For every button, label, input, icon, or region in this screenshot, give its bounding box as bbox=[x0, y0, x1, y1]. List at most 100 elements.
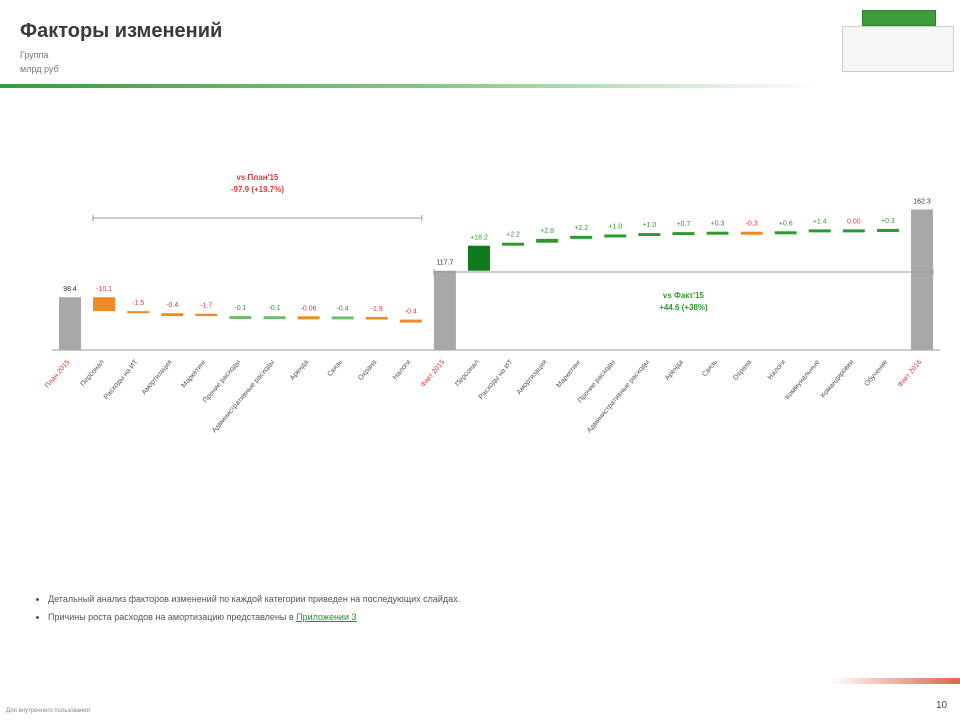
delta-bar bbox=[604, 234, 627, 238]
category-label: Связь bbox=[701, 359, 719, 379]
category-label: Маркетинг bbox=[555, 358, 583, 389]
delta-bar bbox=[161, 313, 184, 317]
bar-group: +1.0 Прочие расходы bbox=[577, 223, 627, 404]
category-label: Расходы на ИТ bbox=[103, 358, 140, 401]
data-label: 0.00 bbox=[847, 218, 861, 225]
bar-group: +0.3 Обучение bbox=[863, 218, 899, 388]
category-label: Коммунальные bbox=[784, 359, 821, 401]
total-bar bbox=[433, 270, 456, 350]
category-label: Маркетинг bbox=[181, 358, 209, 389]
category-label: Расходы на ИТ bbox=[478, 358, 515, 401]
annotation-title: vs План'15 bbox=[236, 173, 279, 182]
bar-group: -10.1 Персонал bbox=[80, 286, 116, 388]
annotation-value: -97.9 (+19.7%) bbox=[231, 185, 284, 194]
delta-bar bbox=[331, 316, 354, 320]
data-label: +1.0 bbox=[642, 222, 656, 229]
data-label: -10.1 bbox=[96, 286, 112, 293]
brand-badge bbox=[862, 10, 936, 26]
delta-bar bbox=[842, 229, 865, 233]
corner-accent bbox=[830, 678, 960, 684]
header-rule bbox=[0, 84, 820, 88]
data-label: -0.3 bbox=[746, 221, 758, 228]
waterfall-chart: 98.4 План 2015 -10.1 Персонал -1.5 Расходы на… bbox=[44, 173, 940, 435]
data-label: +2.2 bbox=[506, 232, 520, 239]
delta-bar bbox=[297, 316, 320, 320]
category-label: Административные расходы bbox=[211, 359, 276, 435]
notes-list: Детальный анализ факторов изменений по к… bbox=[36, 594, 460, 630]
delta-bar bbox=[570, 235, 593, 239]
data-label: -0.1 bbox=[268, 305, 280, 312]
delta-bar bbox=[467, 245, 490, 271]
data-label: +0.7 bbox=[677, 221, 691, 228]
bar-group: +2.2 Маркетинг bbox=[555, 225, 593, 389]
data-label: 162.3 bbox=[913, 198, 931, 205]
category-label: Персонал bbox=[454, 359, 480, 388]
slide-thumbnail bbox=[842, 26, 954, 72]
bar-group: -0.3 Охрана bbox=[732, 221, 763, 382]
note-item: Причины роста расходов на амортизацию пр… bbox=[48, 612, 460, 622]
note-item: Детальный анализ факторов изменений по к… bbox=[48, 594, 460, 604]
category-label: Факт 2016 bbox=[897, 359, 924, 389]
category-label: Охрана bbox=[357, 359, 378, 382]
category-label: Амортизация bbox=[516, 359, 549, 397]
delta-bar bbox=[638, 233, 661, 237]
bar-group: +1.4 Коммунальные bbox=[784, 218, 831, 401]
annotation-title: vs Факт'15 bbox=[663, 291, 705, 300]
delta-bar bbox=[93, 297, 116, 312]
bar-group: 98.4 План 2015 bbox=[44, 286, 81, 390]
data-label: +1.4 bbox=[813, 218, 827, 225]
bar-group: -1.7 Маркетинг bbox=[181, 303, 218, 389]
data-label: -1.9 bbox=[371, 306, 383, 313]
data-label: -0.1 bbox=[234, 305, 246, 312]
category-label: План 2015 bbox=[44, 359, 72, 390]
page-title: Факторы изменений bbox=[20, 20, 223, 42]
span-annotation: vs Факт'15 +44.6 (+38%) bbox=[433, 269, 934, 312]
data-label: -1.5 bbox=[132, 300, 144, 307]
category-label: Связь bbox=[326, 359, 344, 379]
bar-group: -0.06 Аренда bbox=[289, 305, 320, 382]
data-label: 98.4 bbox=[63, 286, 77, 293]
bar-group: +0.3 Связь bbox=[701, 221, 729, 379]
bar-group: +0.6 Налоги bbox=[767, 220, 797, 381]
data-label: -0.4 bbox=[405, 309, 417, 316]
delta-bar bbox=[706, 231, 729, 235]
category-label: Факт 2015 bbox=[420, 359, 447, 389]
data-label: +0.6 bbox=[779, 220, 793, 227]
bar-group: -1.9 Охрана bbox=[357, 306, 388, 382]
delta-bar bbox=[263, 316, 286, 320]
data-label: -0.4 bbox=[337, 305, 349, 312]
bar-group: -0.1 Административные расходы bbox=[211, 305, 286, 435]
delta-bar bbox=[876, 228, 899, 232]
data-label: -1.7 bbox=[200, 303, 212, 310]
page-number: 10 bbox=[936, 700, 948, 711]
footer-note: Для внутреннего пользования bbox=[6, 708, 90, 714]
annotation-value: +44.6 (+38%) bbox=[659, 303, 708, 312]
category-label: Персонал bbox=[80, 359, 106, 388]
bar-group: -0.4 Связь bbox=[326, 305, 354, 379]
note-text: Детальный анализ факторов изменений по к… bbox=[48, 594, 461, 604]
total-bar bbox=[911, 209, 933, 350]
category-label: Командировки bbox=[820, 359, 856, 400]
span-annotation: vs План'15 -97.9 (+19.7%) bbox=[92, 173, 423, 221]
data-label: +0.3 bbox=[881, 218, 895, 225]
bar-group: +2.8 Амортизация bbox=[516, 228, 559, 396]
category-label: Аренда bbox=[289, 359, 310, 382]
data-label: +1.0 bbox=[608, 223, 622, 230]
bar-group: +0.7 Аренда bbox=[664, 221, 695, 382]
delta-bar bbox=[808, 229, 831, 233]
bar-group: 117.7 Факт 2015 bbox=[420, 260, 456, 389]
category-label: Налоги bbox=[392, 359, 413, 382]
data-label: +2.8 bbox=[540, 228, 554, 235]
data-label: 117.7 bbox=[436, 260, 453, 267]
category-label: Охрана bbox=[732, 359, 753, 382]
data-label: +0.3 bbox=[711, 221, 725, 228]
note-text: Причины роста расходов на амортизацию пр… bbox=[48, 612, 297, 622]
bar-group: 162.3 Факт 2016 bbox=[897, 198, 933, 389]
delta-bar bbox=[774, 231, 797, 235]
appendix-link[interactable]: Приложении 3 bbox=[296, 612, 357, 622]
data-label: -0.4 bbox=[166, 302, 178, 309]
bar-group: +1.0 Административные расходы bbox=[586, 222, 661, 434]
bar-group: -0.4 Налоги bbox=[392, 309, 422, 382]
bar-group: -0.4 Амортизация bbox=[141, 302, 184, 396]
delta-bar bbox=[229, 316, 252, 320]
